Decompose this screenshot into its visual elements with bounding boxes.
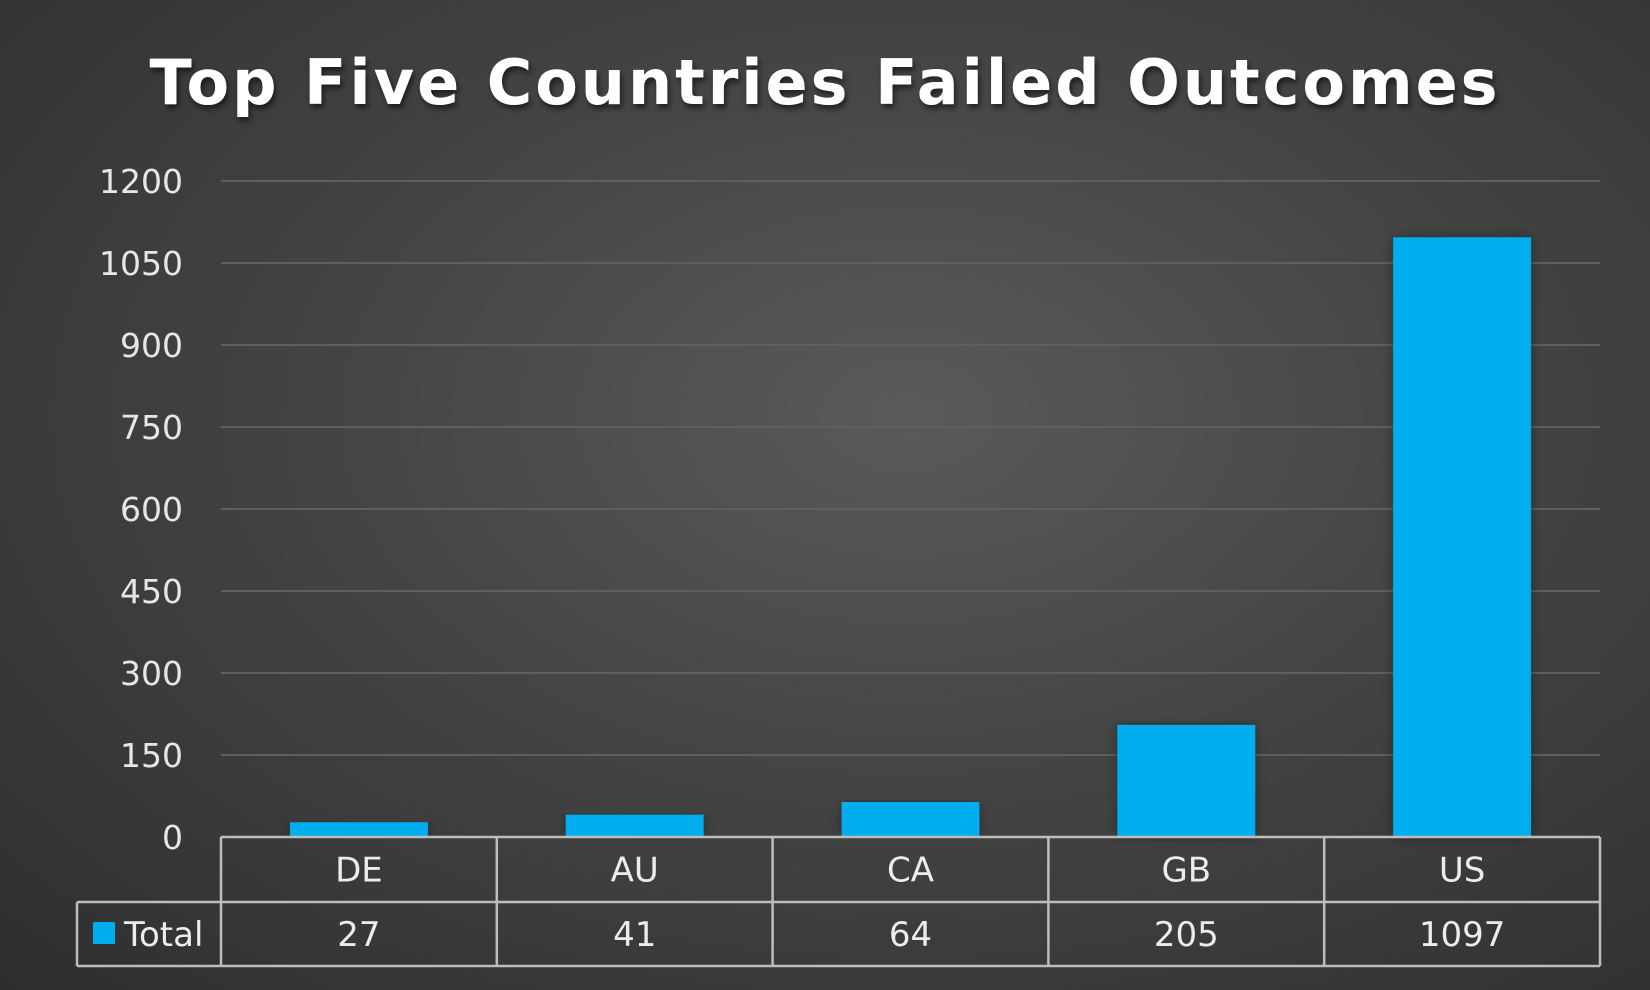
category-label-de: DE xyxy=(335,851,383,891)
chart-title: Top Five Countries Failed Outcomes xyxy=(149,46,1500,119)
category-label-us: US xyxy=(1439,851,1485,891)
bars xyxy=(289,237,1532,838)
category-label-ca: CA xyxy=(887,851,934,891)
data-label-gb: 205 xyxy=(1154,915,1219,955)
data-label-de: 27 xyxy=(337,915,380,955)
data-table: DE 27 AU 41 CA 64 GB 205 US 1097 Total xyxy=(75,835,1602,968)
data-label-us: 1097 xyxy=(1419,915,1506,955)
data-label-au: 41 xyxy=(613,915,656,955)
y-tick-label: 450 xyxy=(120,572,183,611)
category-label-au: AU xyxy=(611,851,659,891)
legend-swatch-total xyxy=(93,922,115,944)
bar-de xyxy=(289,822,428,837)
y-tick-label: 1200 xyxy=(99,162,183,201)
bar-gb xyxy=(1117,724,1256,837)
bar-ca xyxy=(841,802,980,837)
y-tick-label: 900 xyxy=(120,326,183,365)
y-tick-label: 300 xyxy=(120,654,183,693)
y-axis-ticks: 0 150 300 450 600 750 900 1050 1200 xyxy=(99,162,183,857)
y-tick-label: 150 xyxy=(120,736,183,775)
category-label-gb: GB xyxy=(1161,851,1211,891)
y-tick-label: 600 xyxy=(120,490,183,529)
legend-label-total: Total xyxy=(123,915,203,955)
bar-us xyxy=(1393,237,1532,838)
y-tick-label: 750 xyxy=(120,408,183,447)
bar-au xyxy=(565,814,704,837)
y-tick-label: 0 xyxy=(162,818,183,857)
data-label-ca: 64 xyxy=(889,915,932,955)
gridlines xyxy=(221,180,1600,756)
y-tick-label: 1050 xyxy=(99,244,183,283)
